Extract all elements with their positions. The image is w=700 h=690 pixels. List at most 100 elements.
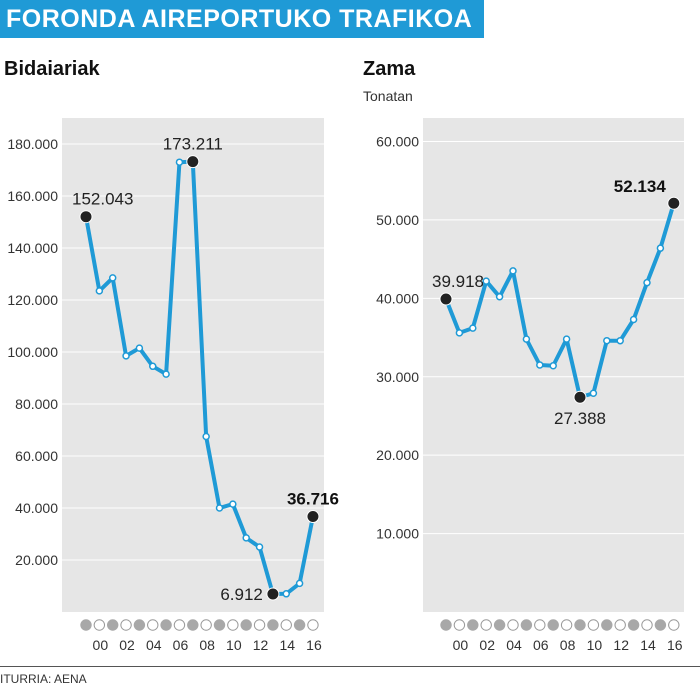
year-dot [307,619,319,631]
x-tick-label: 16 [667,637,683,653]
data-label: 27.388 [554,409,606,428]
x-tick-label: 12 [613,637,629,653]
year-dot [534,619,546,631]
year-dot [253,619,266,631]
source-note: ITURRIA: AENA [0,672,87,686]
data-point [629,315,638,324]
data-point [536,361,544,369]
year-dot [80,619,92,631]
data-point [482,277,490,285]
year-dot [467,619,479,631]
year-dot [93,619,106,631]
data-point [469,324,477,332]
x-tick-label: 12 [253,637,269,653]
year-dot [574,619,586,631]
y-tick-label: 60.000 [15,448,58,464]
year-dot [507,619,519,631]
year-dot [267,619,279,631]
page-title: FORONDA AIREPORTUKO TRAFIKOA [0,0,484,38]
data-point [122,352,130,360]
highlight-point [79,210,93,224]
data-point [455,329,464,337]
year-dot [120,619,132,631]
highlight-point [266,587,280,601]
year-dot [453,619,466,631]
data-point [149,362,157,371]
data-point [215,504,224,512]
x-tick-label: 16 [306,637,322,653]
x-tick-label: 06 [533,637,549,653]
year-dot [654,619,667,631]
year-dot [614,619,626,631]
year-dot [293,619,306,631]
data-point [202,432,210,441]
data-label: 173.211 [163,135,223,154]
x-tick-label: 14 [279,637,295,653]
data-point [282,590,290,598]
year-dot [133,619,146,631]
x-tick-label: 02 [479,637,495,653]
data-label: 39.918 [432,272,484,291]
highlight-point [439,292,453,306]
data-label: 52.134 [614,177,667,196]
data-label: 6.912 [220,585,263,604]
year-dot [480,619,492,631]
data-point [495,293,504,301]
y-tick-label: 160.000 [7,188,58,204]
highlight-point [573,390,587,404]
year-dot [520,619,533,631]
highlight-point [306,510,320,524]
y-tick-label: 40.000 [15,500,58,516]
year-dot [493,619,506,631]
data-point [175,158,184,166]
x-tick-label: 02 [119,637,135,653]
year-dot [107,619,119,631]
year-dot [227,619,239,631]
x-tick-label: 10 [226,637,242,653]
x-tick-label: 08 [560,637,576,653]
data-point [656,244,665,252]
data-label: 36.716 [287,490,339,509]
data-point [255,543,264,551]
y-tick-label: 20.000 [376,447,419,463]
y-tick-label: 30.000 [376,369,419,385]
highlight-point [667,196,681,210]
year-dot [440,619,452,631]
x-tick-label: 08 [199,637,215,653]
x-tick-label: 00 [453,637,469,653]
data-point [522,335,531,343]
year-dot [601,619,613,631]
year-dot [187,619,199,631]
y-tick-label: 10.000 [376,526,419,542]
x-tick-label: 06 [173,637,189,653]
data-point [603,336,611,345]
y-tick-label: 80.000 [15,396,58,412]
year-dot [213,619,226,631]
y-tick-label: 60.000 [376,134,419,150]
bottom-rule [0,666,700,667]
year-dot [173,619,186,631]
x-tick-label: 14 [640,637,656,653]
data-point [562,335,571,343]
series-line [444,201,676,400]
data-point [616,336,624,345]
data-point [229,500,237,508]
chart-title-zama: Zama [363,58,416,80]
year-dot [240,619,252,631]
year-dot [560,619,573,631]
year-dot [160,619,172,631]
year-dot [627,619,640,631]
y-tick-label: 140.000 [7,240,58,256]
x-tick-label: 04 [146,637,162,653]
year-dot [641,619,653,631]
data-point [242,534,250,542]
data-point [549,362,557,370]
highlight-point [186,155,200,169]
y-tick-label: 20.000 [15,552,58,568]
data-point [589,389,598,397]
y-tick-label: 120.000 [7,292,58,308]
year-dot [668,619,680,631]
y-tick-label: 100.000 [7,344,58,360]
